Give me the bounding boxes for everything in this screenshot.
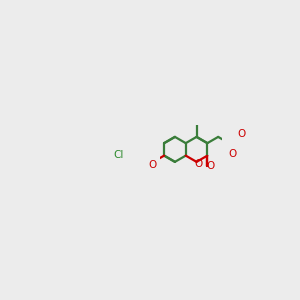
Text: O: O [148, 160, 157, 170]
Text: O: O [194, 159, 202, 169]
Text: O: O [228, 149, 236, 159]
Text: O: O [207, 161, 215, 171]
Text: Cl: Cl [114, 150, 124, 160]
Text: O: O [237, 129, 245, 140]
